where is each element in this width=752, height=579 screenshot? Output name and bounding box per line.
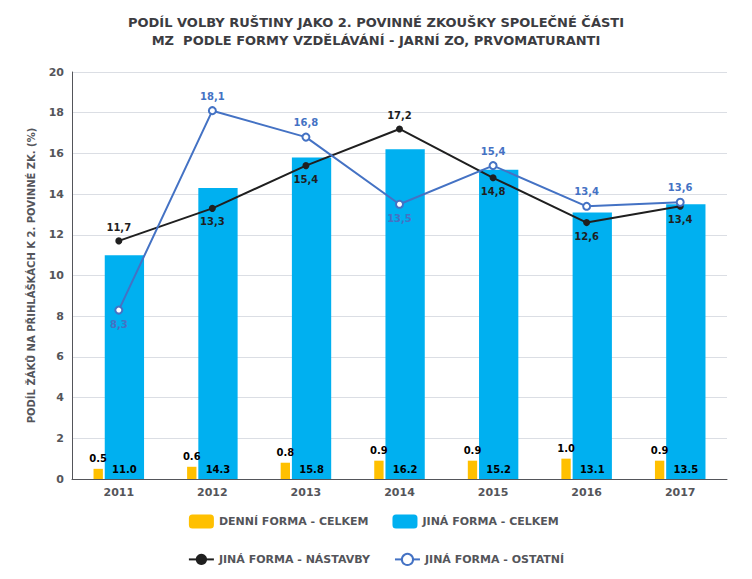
- svg-text:18,1: 18,1: [200, 91, 225, 102]
- svg-text:DENNÍ FORMA - CELKEM: DENNÍ FORMA - CELKEM: [219, 515, 369, 528]
- svg-text:16.2: 16.2: [393, 464, 418, 475]
- svg-text:20: 20: [49, 66, 65, 79]
- svg-text:15,4: 15,4: [481, 146, 506, 157]
- svg-text:0.9: 0.9: [370, 445, 388, 456]
- svg-text:10: 10: [49, 269, 65, 282]
- svg-text:13,5: 13,5: [387, 213, 412, 224]
- svg-text:8: 8: [56, 310, 64, 323]
- svg-text:2012: 2012: [197, 486, 228, 499]
- svg-text:13,4: 13,4: [574, 186, 599, 197]
- svg-text:11,7: 11,7: [106, 222, 131, 233]
- svg-text:0.8: 0.8: [276, 447, 294, 458]
- svg-text:15.2: 15.2: [486, 464, 511, 475]
- svg-text:13,4: 13,4: [668, 214, 693, 225]
- svg-text:2017: 2017: [665, 486, 696, 499]
- svg-text:15,4: 15,4: [294, 174, 319, 185]
- svg-text:13,6: 13,6: [668, 182, 693, 193]
- svg-text:JINÁ FORMA - CELKEM: JINÁ FORMA - CELKEM: [421, 515, 558, 528]
- svg-text:PODÍL ŽÁKŮ NA PŘIHLÁŠKÁCH K 2.: PODÍL ŽÁKŮ NA PŘIHLÁŠKÁCH K 2. POVINNÉ Z…: [25, 128, 37, 424]
- svg-text:2015: 2015: [478, 486, 509, 499]
- svg-text:12: 12: [49, 228, 64, 241]
- svg-text:2011: 2011: [103, 486, 134, 499]
- svg-text:0: 0: [56, 473, 64, 486]
- svg-text:13.1: 13.1: [580, 464, 605, 475]
- svg-text:4: 4: [56, 391, 64, 404]
- svg-text:0.9: 0.9: [651, 445, 669, 456]
- svg-text:14.3: 14.3: [206, 464, 231, 475]
- svg-text:17,2: 17,2: [387, 110, 412, 121]
- svg-text:13.5: 13.5: [673, 464, 698, 475]
- svg-text:0.9: 0.9: [464, 445, 482, 456]
- svg-text:JINÁ FORMA - OSTATNÍ: JINÁ FORMA - OSTATNÍ: [424, 553, 564, 566]
- svg-text:12,6: 12,6: [574, 231, 599, 242]
- svg-text:14: 14: [49, 188, 65, 201]
- svg-text:2013: 2013: [291, 486, 322, 499]
- svg-text:2016: 2016: [571, 486, 602, 499]
- svg-text:JINÁ FORMA - NÁSTAVBY: JINÁ FORMA - NÁSTAVBY: [218, 553, 371, 566]
- svg-text:MZ PODLE FORMY VZDĚLÁVÁNÍ - J: MZ PODLE FORMY VZDĚLÁVÁNÍ - JARNÍ ZO, PR…: [152, 33, 601, 48]
- svg-text:8,3: 8,3: [110, 319, 128, 330]
- svg-text:11.0: 11.0: [112, 464, 137, 475]
- svg-text:16: 16: [49, 147, 65, 160]
- svg-text:2014: 2014: [384, 486, 415, 499]
- svg-text:2: 2: [56, 432, 64, 445]
- svg-text:6: 6: [56, 350, 64, 363]
- svg-text:0.5: 0.5: [89, 453, 107, 464]
- svg-text:14,8: 14,8: [481, 186, 506, 197]
- svg-text:18: 18: [49, 106, 64, 119]
- svg-text:13,3: 13,3: [200, 216, 225, 227]
- svg-text:1.0: 1.0: [557, 443, 575, 454]
- svg-text:15.8: 15.8: [299, 464, 324, 475]
- svg-text:PODÍL VOLBY RUŠTINY JAKO 2. PO: PODÍL VOLBY RUŠTINY JAKO 2. POVINNÉ ZKOU…: [128, 15, 624, 30]
- svg-text:16,8: 16,8: [294, 117, 319, 128]
- svg-text:0.6: 0.6: [183, 451, 201, 462]
